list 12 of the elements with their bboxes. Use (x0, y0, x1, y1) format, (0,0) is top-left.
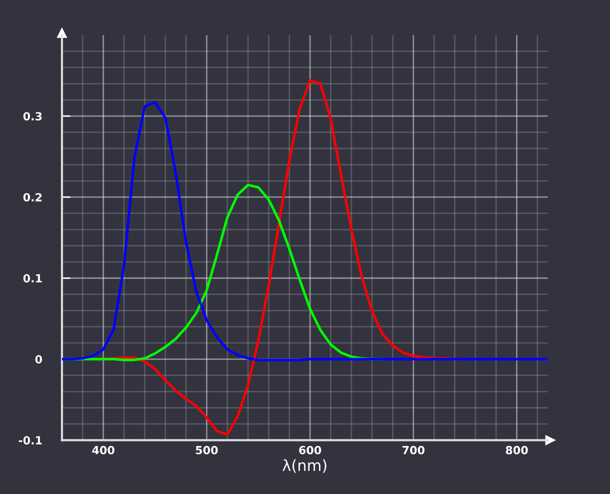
x-axis-title: λ(nm) (282, 459, 326, 473)
x-tick-label: 400 (92, 446, 114, 454)
y-tick-label: -0.1 (18, 436, 42, 445)
line-series (62, 101, 548, 362)
y-tick-label: 0.3 (23, 112, 42, 120)
x-tick-label: 800 (506, 446, 528, 454)
x-tick-label: 500 (196, 446, 218, 454)
x-tick-label: 600 (299, 446, 322, 454)
x-tick-label: 700 (402, 446, 424, 454)
y-tick-label: 0.1 (23, 274, 42, 282)
y-tick-label: 0 (35, 355, 42, 364)
y-tick-label: 0.2 (23, 193, 42, 202)
